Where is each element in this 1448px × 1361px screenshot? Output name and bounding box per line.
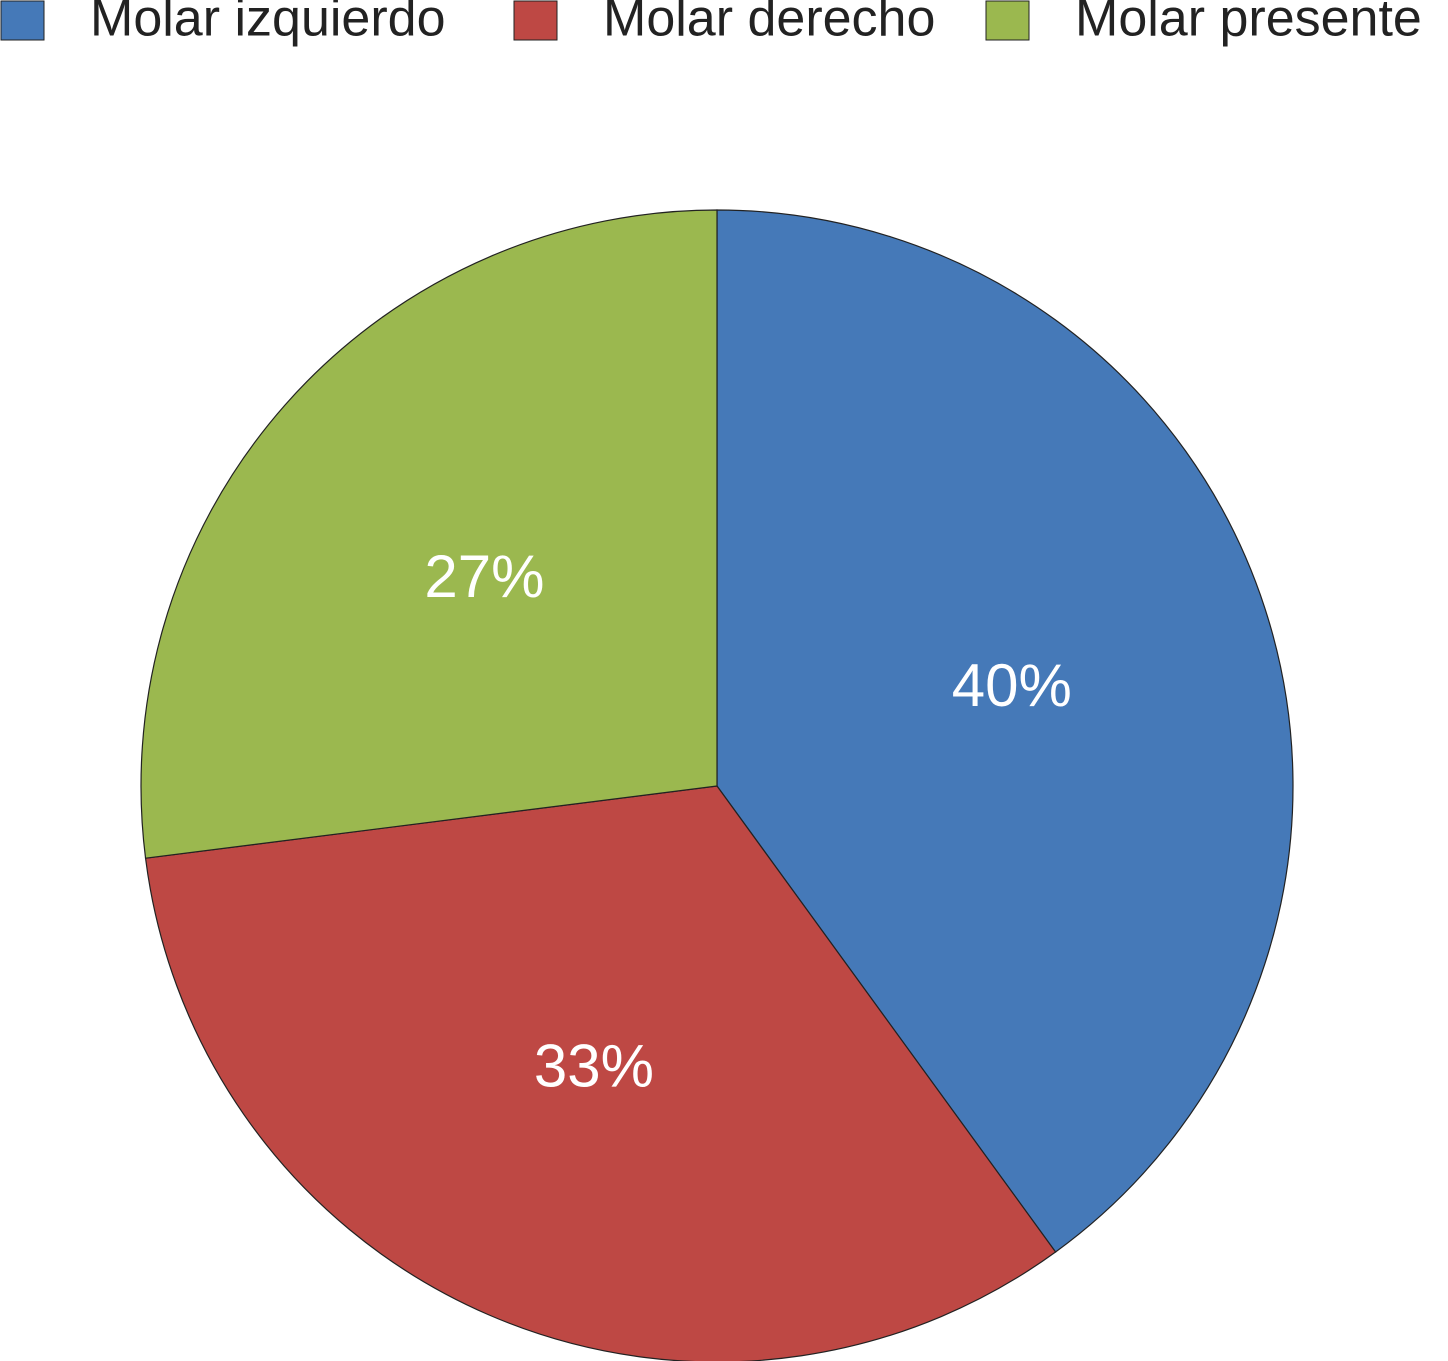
pie-slice [144,785,1057,1361]
legend-label: Molar derecho [603,0,935,48]
legend-label: Molar presente [1075,0,1422,48]
pie-slice [140,209,718,859]
legend-label: Molar izquierdo [90,0,446,48]
data-label: 40% [952,652,1072,719]
pie-slice [716,209,1294,1253]
legend-swatch [985,0,1030,41]
data-label: 27% [424,543,544,610]
legend-swatch [0,0,45,41]
data-label: 33% [534,1032,654,1099]
legend-swatch [513,0,558,41]
